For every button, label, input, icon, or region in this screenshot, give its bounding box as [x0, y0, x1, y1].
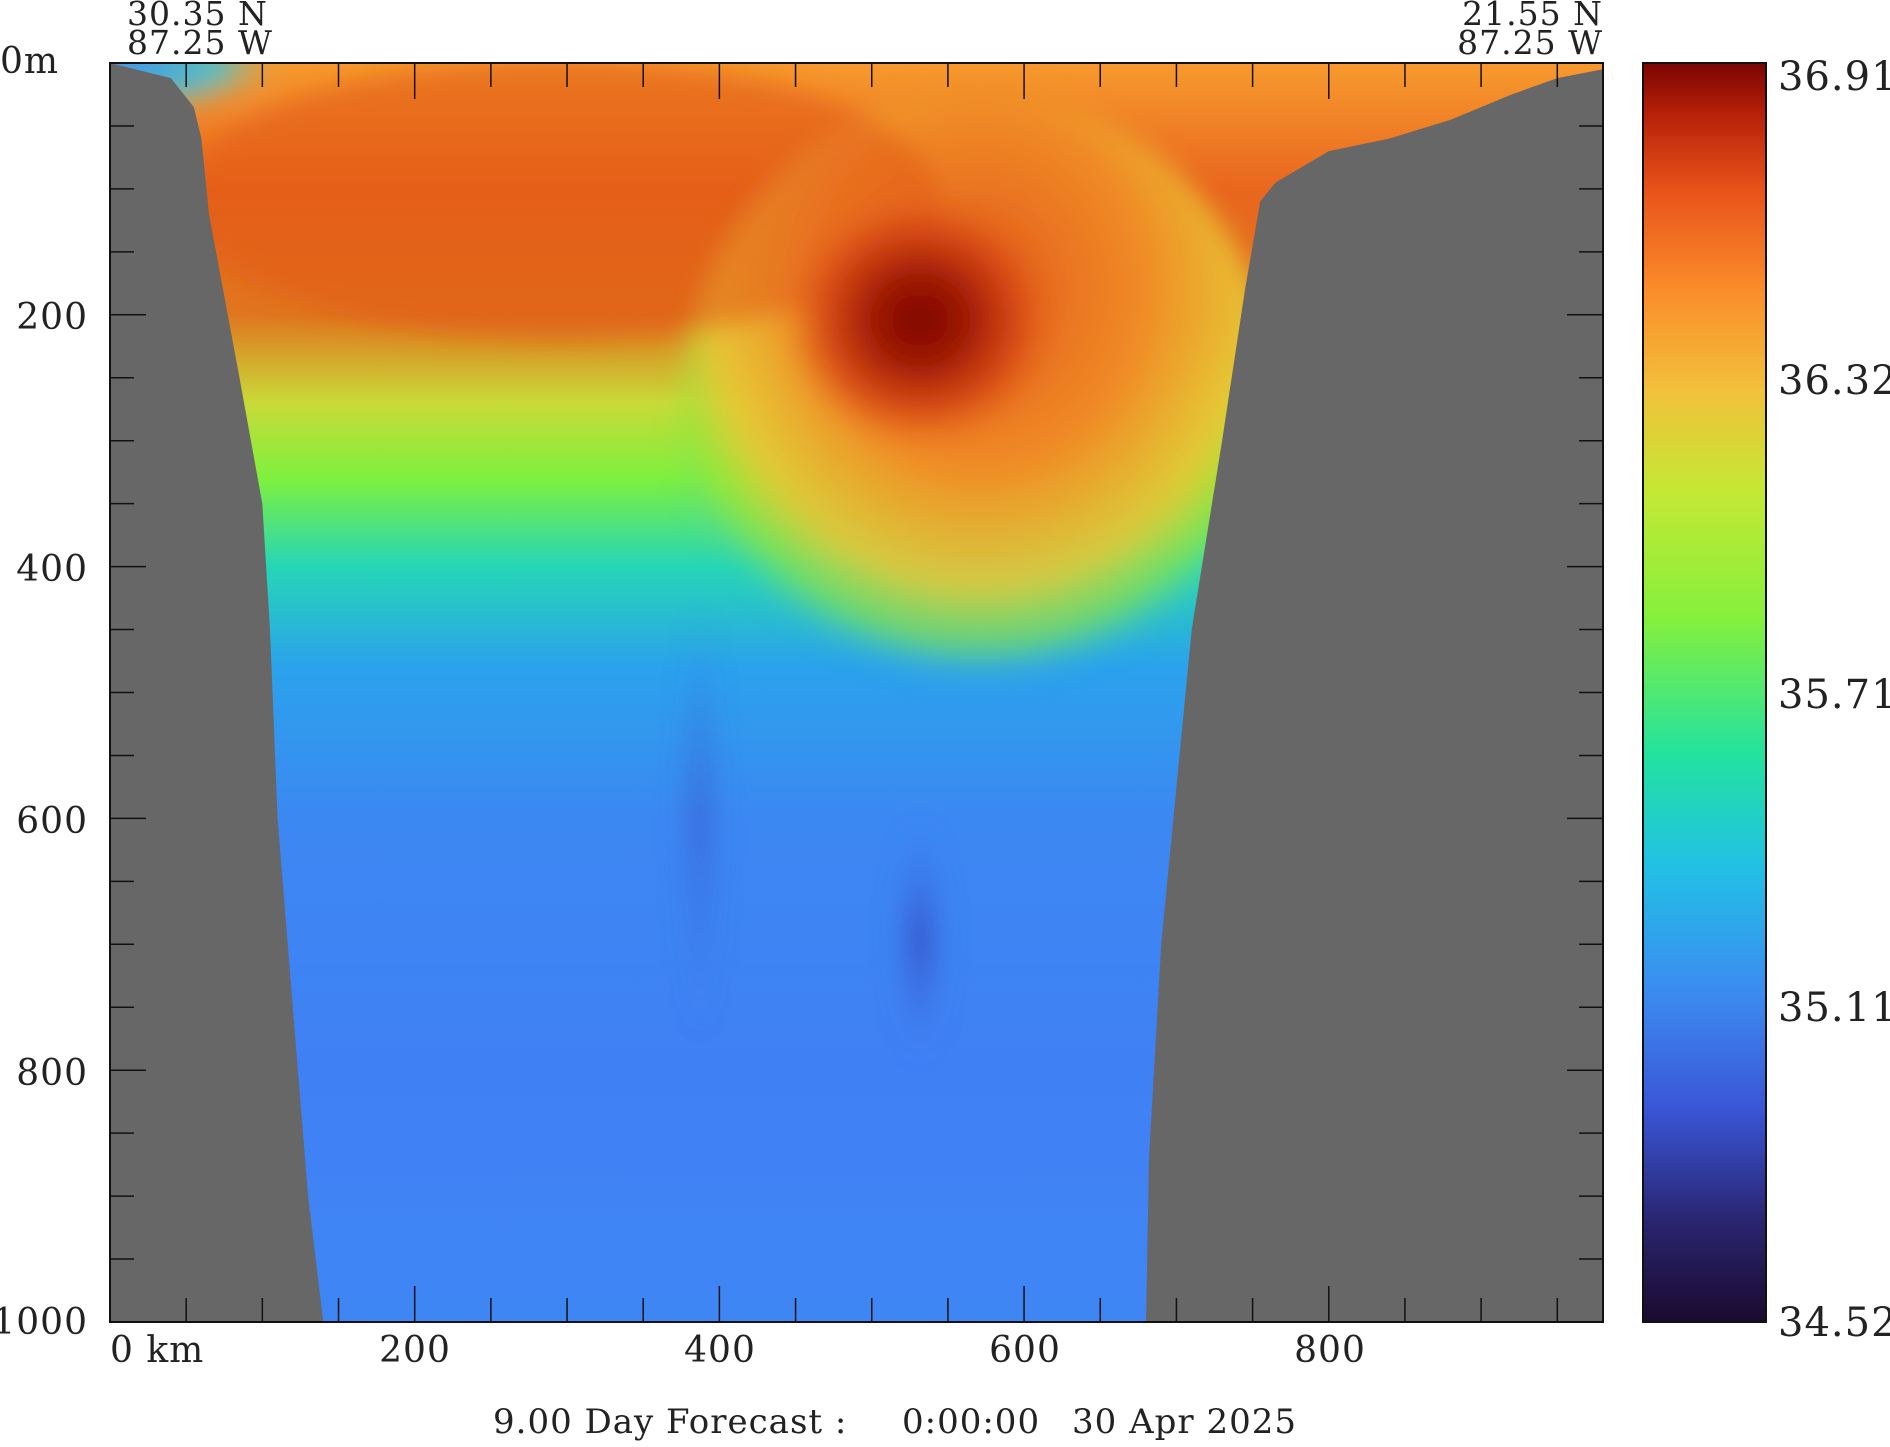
forecast-time: 0:00:00 — [902, 1402, 1040, 1442]
y-tick-label: 1000 — [0, 1302, 88, 1343]
colorbar-tick-label: 36.32 — [1778, 358, 1890, 404]
colorbar: 36.91 36.32 35.71 35.11 34.52 — [1642, 54, 1890, 1346]
x-tick-label: 200 — [379, 1330, 451, 1371]
colorbar-tick-label: 35.71 — [1778, 672, 1890, 718]
forecast-caption: 9.00 Day Forecast : 0:00:00 30 Apr 2025 — [493, 1402, 1297, 1442]
y-tick-label: 200 — [16, 297, 88, 338]
salinity-max-core — [780, 190, 1060, 450]
end-latitude: 21.55 N — [1462, 0, 1603, 33]
x-tick-label: 800 — [1294, 1330, 1366, 1371]
salinity-features — [110, 63, 1280, 1060]
colorbar-tick-label: 35.11 — [1778, 985, 1890, 1031]
y-tick-label: 400 — [16, 549, 88, 590]
start-longitude: 87.25 W — [127, 23, 273, 62]
y-tick-label: 0m — [0, 41, 59, 82]
x-tick-label: 400 — [684, 1330, 756, 1371]
y-tick-label: 800 — [16, 1053, 88, 1094]
x-tick-label: 0 km — [110, 1330, 204, 1371]
bathymetry-land-mask — [110, 63, 1603, 1322]
forecast-label: 9.00 Day Forecast : — [493, 1402, 847, 1442]
y-tick-label: 600 — [16, 801, 88, 842]
colorbar-gradient — [1642, 62, 1767, 1323]
low-salinity-streak — [890, 820, 950, 1060]
axis-ticks — [110, 63, 1603, 1322]
colorbar-tick-label: 36.91 — [1778, 54, 1890, 100]
section-endpoints: 30.35 N 87.25 W 21.55 N 87.25 W — [127, 0, 1603, 62]
plot-area — [110, 63, 1603, 1322]
colorbar-tick-label: 34.52 — [1778, 1300, 1890, 1346]
start-latitude: 30.35 N — [127, 0, 268, 33]
low-salinity-band — [675, 600, 725, 1040]
y-axis: 0m 200 400 600 800 1000 — [0, 41, 88, 1343]
forecast-date: 30 Apr 2025 — [1072, 1402, 1297, 1442]
end-longitude: 87.25 W — [1457, 23, 1603, 62]
x-tick-label: 600 — [989, 1330, 1061, 1371]
upper-saline-layer — [180, 63, 940, 340]
x-axis: 0 km 200 400 600 800 — [110, 1330, 1366, 1371]
